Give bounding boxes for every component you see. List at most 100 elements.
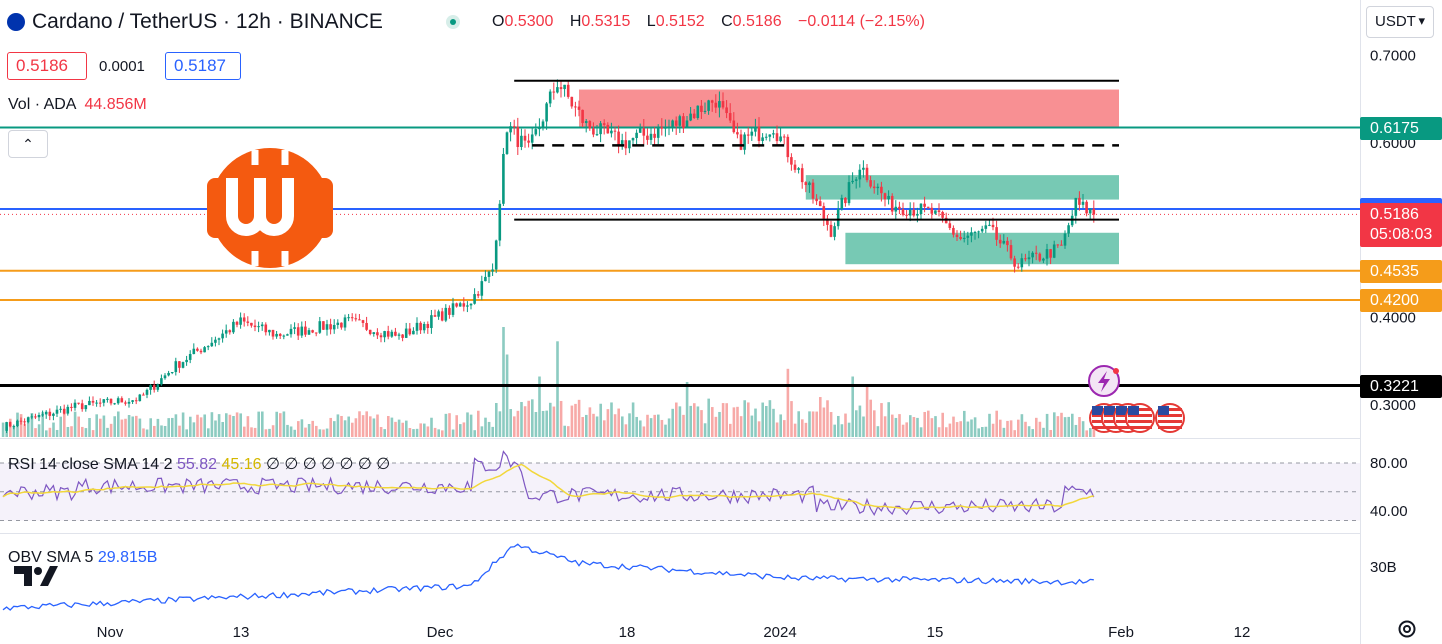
volume-bar bbox=[833, 424, 836, 437]
candle-body bbox=[786, 136, 790, 158]
volume-bar bbox=[790, 401, 793, 437]
volume-bar bbox=[855, 410, 858, 437]
candle-body bbox=[674, 120, 678, 126]
candle-body bbox=[404, 328, 408, 338]
volume-bar bbox=[455, 415, 458, 437]
volume-bar bbox=[261, 411, 264, 437]
candle-body bbox=[98, 402, 102, 404]
volume-bar bbox=[127, 415, 131, 437]
candle-body bbox=[250, 322, 253, 326]
volume-bar bbox=[1042, 427, 1045, 437]
candle-body bbox=[138, 394, 142, 402]
candle-body bbox=[646, 135, 649, 140]
volume-bar bbox=[95, 414, 98, 437]
volume-bar bbox=[1092, 428, 1096, 437]
candle-body bbox=[221, 333, 224, 339]
volume-bar bbox=[268, 428, 271, 437]
candle-body bbox=[901, 209, 905, 215]
rsi-legend[interactable]: RSI 14 close SMA 14 2 55.82 45.16 ∅ ∅ ∅ … bbox=[8, 454, 390, 474]
price-zone bbox=[845, 232, 1119, 265]
candle-body bbox=[948, 223, 952, 228]
price-label: 0.4535 bbox=[1360, 259, 1442, 283]
sell-button[interactable]: 0.5186 bbox=[7, 52, 87, 80]
volume-legend[interactable]: Vol · ADA 44.856M bbox=[8, 96, 147, 114]
candle-body bbox=[728, 113, 732, 121]
volume-bar bbox=[192, 422, 196, 437]
candle-body bbox=[991, 224, 995, 228]
volume-bar bbox=[682, 414, 685, 437]
volume-bar bbox=[826, 400, 829, 437]
currency-select[interactable]: USDT bbox=[1366, 6, 1434, 38]
candle-body bbox=[41, 414, 44, 416]
candle-body bbox=[926, 206, 930, 208]
ohlc-values: O0.5300 H0.5315 L0.5152 C0.5186 −0.0114 … bbox=[492, 13, 937, 31]
volume-bar bbox=[1006, 420, 1009, 437]
candle-body bbox=[156, 384, 160, 390]
volume-bar bbox=[358, 411, 361, 437]
candle-body bbox=[340, 322, 343, 328]
candle-body bbox=[858, 169, 862, 180]
volume-bar bbox=[487, 421, 491, 437]
candle-body bbox=[415, 322, 419, 331]
volume-bar bbox=[927, 410, 930, 437]
event-icons bbox=[207, 148, 1185, 433]
volume-bar bbox=[923, 411, 926, 437]
volume-bar bbox=[808, 411, 811, 437]
candle-body bbox=[768, 134, 772, 137]
candle-body bbox=[426, 323, 430, 329]
price-label: 0.5186 05:08:03 bbox=[1360, 202, 1442, 247]
volume-bar bbox=[329, 417, 332, 437]
tradingview-logo-icon[interactable] bbox=[12, 564, 58, 590]
candle-body bbox=[743, 134, 746, 150]
volume-bar bbox=[426, 426, 430, 437]
candle-body bbox=[1034, 252, 1038, 254]
volume-bar bbox=[459, 424, 462, 437]
candle-body bbox=[142, 394, 145, 396]
candle-body bbox=[653, 133, 656, 138]
volume-bar bbox=[99, 418, 102, 437]
candle-body bbox=[779, 136, 782, 142]
volume-bars bbox=[1, 327, 1096, 437]
volume-bar bbox=[678, 406, 682, 437]
candle-body bbox=[286, 334, 289, 336]
candle-body bbox=[977, 231, 980, 233]
volume-bar bbox=[779, 414, 782, 437]
candle-body bbox=[696, 105, 700, 119]
us-flag-event-icon bbox=[1125, 403, 1155, 433]
volume-bar bbox=[970, 419, 973, 437]
candle-body bbox=[1085, 201, 1088, 214]
candle-body bbox=[1009, 245, 1013, 259]
candle-body bbox=[1038, 253, 1042, 261]
candle-body bbox=[430, 315, 433, 329]
buy-button[interactable]: 0.5187 bbox=[165, 52, 241, 80]
volume-bar bbox=[135, 415, 138, 437]
candle-body bbox=[422, 323, 426, 331]
candle-body bbox=[667, 126, 671, 128]
volume-bar bbox=[232, 416, 235, 437]
symbol-title[interactable]: Cardano / TetherUS · 12h · BINANCE bbox=[32, 10, 383, 33]
volume-bar bbox=[1085, 430, 1088, 437]
volume-bar bbox=[696, 406, 700, 437]
collapse-legend-button[interactable]: ⌃ bbox=[8, 130, 48, 158]
volume-bar bbox=[981, 427, 984, 437]
gear-icon[interactable] bbox=[1396, 618, 1418, 640]
candle-body bbox=[498, 203, 502, 241]
axes: Nov 13 Dec 18 2024 15 Feb 120.70000.60000.40000… bbox=[97, 47, 1416, 641]
volume-bar bbox=[333, 421, 336, 437]
volume-bar bbox=[1081, 421, 1085, 437]
candle-body bbox=[905, 214, 908, 216]
volume-bar bbox=[534, 412, 538, 437]
volume-bar bbox=[282, 411, 286, 437]
candle-body bbox=[188, 354, 192, 360]
volume-bar bbox=[361, 415, 365, 437]
volume-bar bbox=[1078, 417, 1081, 437]
volume-bar bbox=[588, 407, 592, 437]
volume-bar bbox=[235, 412, 239, 437]
obv-legend[interactable]: OBV SMA 5 29.815B bbox=[8, 549, 157, 567]
volume-bar bbox=[703, 423, 707, 437]
candle-body bbox=[145, 389, 149, 395]
volume-bar bbox=[819, 397, 822, 437]
volume-bar bbox=[289, 426, 293, 437]
candle-body bbox=[332, 324, 336, 330]
